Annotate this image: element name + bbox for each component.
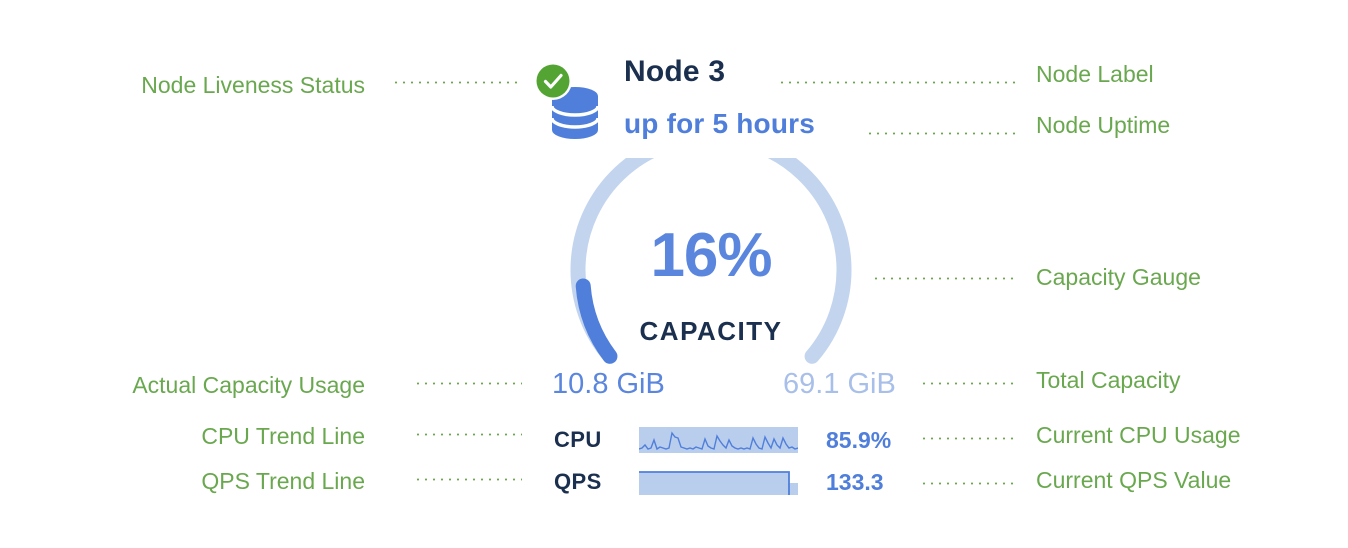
capacity-total-value: 69.1 GiB [783, 368, 896, 400]
qps-sparkline [639, 469, 798, 495]
leader-line-current-cpu [920, 437, 1018, 440]
leader-line-actual-capacity-usage [414, 382, 522, 385]
gauge-fill [575, 278, 618, 364]
database-icon [550, 87, 600, 139]
cpu-sparkline [638, 427, 799, 453]
leader-line-current-qps [920, 482, 1018, 485]
capacity-used-value: 10.8 GiB [552, 368, 665, 400]
annotation-current-qps-value: Current QPS Value [1036, 467, 1232, 493]
leader-line-capacity-gauge [872, 277, 1018, 280]
gauge-value: 16% [650, 221, 772, 290]
annotation-actual-capacity-usage: Actual Capacity Usage [132, 372, 365, 398]
leader-line-cpu-trend [414, 433, 522, 436]
leader-line-node-liveness-status [392, 81, 522, 84]
qps-value: 133.3 [826, 469, 884, 495]
annotation-node-liveness-status: Node Liveness Status [141, 72, 365, 98]
annotation-cpu-trend-line: CPU Trend Line [201, 423, 365, 449]
qps-label: QPS [554, 469, 602, 494]
check-circle-icon [534, 62, 572, 100]
annotation-node-uptime: Node Uptime [1036, 112, 1171, 138]
cpu-value: 85.9% [826, 427, 892, 453]
leader-line-node-label [778, 81, 1018, 84]
leader-line-total-capacity [920, 382, 1018, 385]
cpu-label: CPU [554, 427, 602, 452]
node-label: Node 3 [624, 55, 726, 88]
annotation-qps-trend-line: QPS Trend Line [201, 468, 365, 494]
annotation-total-capacity: Total Capacity [1036, 367, 1181, 393]
annotation-current-cpu-usage: Current CPU Usage [1036, 422, 1241, 448]
cpu-sparkline-svg [638, 427, 799, 453]
annotation-capacity-gauge: Capacity Gauge [1036, 264, 1201, 290]
qps-sparkline-svg [639, 471, 798, 495]
leader-line-node-uptime [866, 132, 1018, 135]
database-live-icon [534, 62, 600, 139]
annotation-node-label: Node Label [1036, 61, 1154, 87]
leader-line-qps-trend [414, 478, 522, 481]
node-liveness-icon-wrap [531, 60, 605, 144]
node-uptime: up for 5 hours [624, 108, 816, 139]
gauge-caption: CAPACITY [639, 316, 783, 346]
